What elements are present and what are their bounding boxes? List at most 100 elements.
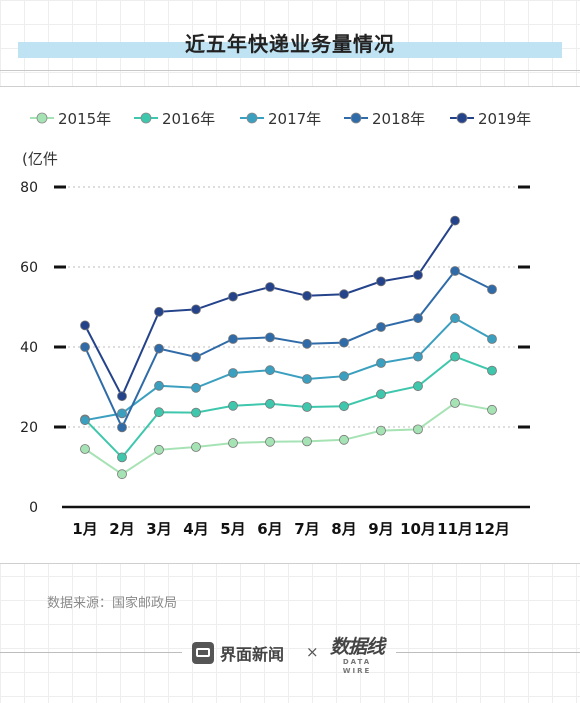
data-point (339, 337, 349, 348)
data-point (450, 398, 460, 408)
data-point (450, 351, 460, 362)
data-point (376, 276, 386, 287)
data-point (413, 313, 423, 324)
series-line (84, 355, 493, 459)
data-point (265, 282, 275, 292)
x-tick-label: 3月 (146, 520, 171, 538)
x-tick-label: 2月 (109, 520, 134, 538)
data-point (487, 284, 497, 295)
data-point (154, 380, 164, 391)
legend-entry: 2015年 (58, 110, 111, 128)
footer-rule-right (396, 652, 580, 653)
legend-entry: 2019年 (478, 110, 531, 128)
y-tick-label: 80 (20, 180, 38, 196)
jiemian-brand: 界面新闻 (192, 641, 284, 665)
data-point (265, 365, 275, 376)
data-point (191, 352, 201, 362)
data-point (228, 400, 238, 411)
data-point (376, 425, 386, 436)
data-point (80, 342, 90, 352)
y-tick-label: 40 (20, 340, 38, 356)
jiemian-logo-icon (192, 642, 214, 664)
y-tick-label: 0 (29, 500, 38, 516)
x-tick-label: 6月 (257, 520, 282, 538)
data-point (339, 434, 349, 445)
data-point (302, 290, 312, 301)
data-point (376, 322, 386, 332)
y-tick-label: 20 (20, 420, 38, 436)
data-point (487, 365, 497, 376)
data-point (265, 332, 275, 343)
line-chart: (亿件 0 20 40 60 80 1月 2月 3月 4月 5月 6月 7月 8月 9月 10月 11月 12月 2… (20, 110, 531, 538)
title-divider (0, 70, 580, 71)
data-point (413, 381, 423, 392)
data-point (302, 338, 312, 349)
y-tick-label: 60 (20, 260, 38, 276)
title-highlight-band (18, 42, 562, 58)
data-point (228, 334, 238, 344)
data-point (339, 371, 349, 382)
x-tick-label: 11月 (437, 520, 473, 538)
data-point (265, 398, 275, 409)
chart-panel (0, 86, 580, 564)
data-point (191, 304, 201, 315)
data-point (117, 422, 127, 433)
page-title: 近五年快递业务量情况 (185, 32, 395, 56)
data-point (191, 382, 201, 393)
data-point (450, 313, 460, 324)
times-sign: × (306, 643, 319, 661)
data-point (154, 407, 164, 418)
data-point (302, 436, 312, 447)
data-point (487, 334, 497, 344)
data-point (154, 444, 164, 455)
data-point (376, 358, 386, 368)
data-point (450, 215, 460, 226)
data-point (117, 469, 127, 480)
data-point (487, 404, 497, 415)
legend-marker (36, 112, 48, 124)
data-point (302, 402, 312, 412)
data-point (228, 291, 238, 302)
x-tick-label: 12月 (474, 520, 510, 538)
datawire-logo: 数据线 DATA WIRE (330, 636, 385, 675)
legend-marker (246, 112, 258, 124)
legend-marker (456, 112, 468, 124)
x-tick-label: 4月 (183, 520, 208, 538)
y-axis-label: (亿件 (22, 150, 58, 168)
legend-entry: 2016年 (162, 110, 215, 128)
datawire-name: 数据线 (330, 636, 385, 658)
data-point (450, 266, 460, 276)
data-point (191, 442, 201, 452)
data-point (117, 391, 127, 402)
data-point (413, 424, 423, 435)
data-point (413, 351, 423, 362)
x-tick-label: 10月 (400, 520, 436, 538)
x-tick-label: 9月 (368, 520, 393, 538)
x-tick-label: 8月 (331, 520, 356, 538)
legend-marker (350, 112, 362, 124)
series-line (84, 401, 493, 476)
data-point (80, 444, 90, 454)
data-point (80, 415, 90, 426)
data-point (80, 320, 90, 331)
data-point (413, 270, 423, 280)
legend-entry: 2017年 (268, 110, 321, 128)
data-point (265, 436, 275, 447)
data-point (339, 401, 349, 412)
series-line (84, 269, 493, 430)
jiemian-brand-name: 界面新闻 (220, 645, 285, 664)
legend-marker (140, 112, 152, 124)
data-point (376, 389, 386, 400)
data-point (117, 408, 127, 419)
legend-entry: 2018年 (372, 110, 425, 128)
footer-rule-left (0, 652, 182, 653)
data-point (154, 343, 164, 354)
x-tick-label: 5月 (220, 520, 245, 538)
data-point (228, 438, 238, 448)
data-source: 数据来源：国家邮政局 (47, 596, 178, 611)
data-point (339, 289, 349, 300)
data-point (191, 407, 201, 418)
datawire-sub: DATA WIRE (342, 658, 372, 675)
data-point (302, 374, 312, 384)
data-point (117, 452, 127, 463)
